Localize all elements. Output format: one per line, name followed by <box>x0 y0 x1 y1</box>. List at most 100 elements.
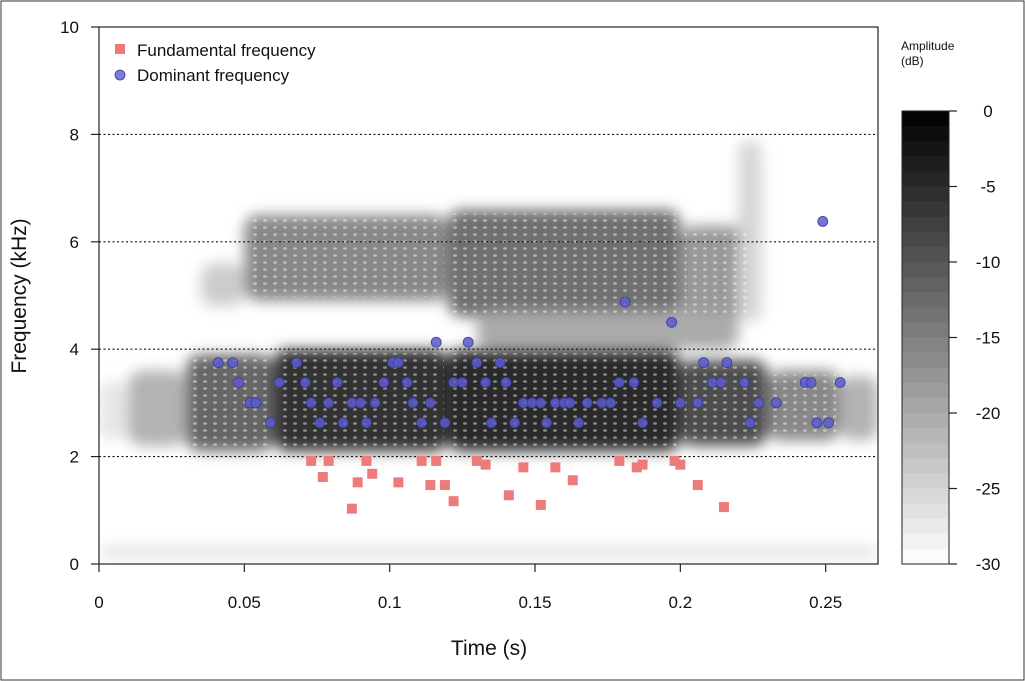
dominant-frequency-point <box>541 417 553 429</box>
spectrogram-band <box>200 263 245 307</box>
fundamental-frequency-point <box>535 499 546 510</box>
fundamental-frequency-point <box>480 459 491 470</box>
dominant-frequency-point <box>692 397 704 409</box>
colorbar-step <box>902 428 949 444</box>
dominant-frequency-point <box>305 397 317 409</box>
dominant-frequency-point <box>605 397 616 409</box>
colorbar-step <box>902 246 949 263</box>
fundamental-frequency-point <box>675 459 686 470</box>
dominant-frequency-point <box>337 417 349 429</box>
dominant-frequency-point <box>471 357 483 369</box>
colorbar-tick-label: -30 <box>976 555 1001 574</box>
dominant-frequency-point <box>212 357 224 369</box>
dominant-frequency-point <box>369 397 381 409</box>
plot-frame <box>98 26 879 565</box>
colorbar-step <box>902 503 949 520</box>
legend-marker-dominant <box>114 69 126 81</box>
colorbar-step <box>902 231 949 248</box>
spectrogram-band <box>99 545 878 559</box>
fundamental-frequency-point <box>567 475 578 486</box>
colorbar-step <box>902 292 949 308</box>
dominant-frequency-point <box>715 377 727 388</box>
colorbar-tick-label: 0 <box>983 102 992 121</box>
colorbar-step <box>902 201 949 218</box>
dominant-frequency-point <box>456 377 468 388</box>
dominant-frequency-point <box>273 377 285 388</box>
fundamental-frequency-point <box>692 480 703 491</box>
colorbar-title-line1: Amplitude <box>901 39 955 53</box>
dominant-frequency-point <box>430 336 442 348</box>
dominant-frequency-point <box>314 417 326 429</box>
spectrogram-band <box>128 370 187 446</box>
dominant-frequency-point <box>462 336 474 348</box>
legend-label-dominant: Dominant frequency <box>137 66 290 85</box>
dominant-frequency-point <box>361 417 372 429</box>
y-tick-label: 10 <box>60 18 79 37</box>
gridlines <box>99 133 878 458</box>
fundamental-frequency-point <box>631 462 642 473</box>
dominant-frequency-point <box>744 417 756 429</box>
fundamental-frequency-point <box>425 480 436 491</box>
colorbar-step <box>902 533 949 550</box>
dominant-frequency-point <box>753 397 765 409</box>
dominant-frequency-point <box>619 296 631 308</box>
dominant-frequency-point <box>564 397 576 409</box>
dominant-frequency-point <box>416 417 428 429</box>
fundamental-frequency-point <box>346 503 357 514</box>
x-tick-label: 0.1 <box>378 593 402 612</box>
dominant-frequency-point <box>265 417 276 429</box>
y-tick-label: 6 <box>70 233 79 252</box>
y-tick-label: 8 <box>70 125 79 144</box>
x-tick-label: 0.05 <box>228 593 261 612</box>
colorbar-step <box>902 322 949 339</box>
dominant-frequency-point <box>823 417 834 429</box>
fundamental-frequency-point <box>614 455 625 466</box>
fundamental-frequency-point <box>718 502 729 513</box>
dominant-frequency-point <box>770 397 782 409</box>
dominant-frequency-point <box>698 357 709 369</box>
spectrogram-band <box>840 376 878 441</box>
data-points <box>212 215 846 514</box>
dominant-frequency-point <box>721 357 733 369</box>
y-tick-label: 4 <box>70 340 79 359</box>
x-axis: 0 0.05 0.1 0.15 0.2 0.25 <box>94 564 842 612</box>
dominant-frequency-point <box>581 397 593 409</box>
fundamental-frequency-point <box>317 472 328 483</box>
y-axis-title: Frequency (kHz) <box>8 218 31 373</box>
colorbar-tick-label: -5 <box>980 178 995 197</box>
dominant-frequency-point <box>573 417 585 429</box>
spectrogram-texture <box>684 229 750 313</box>
dominant-frequency-point <box>738 377 750 388</box>
dominant-frequency-point <box>392 357 404 369</box>
dominant-frequency-point <box>250 397 262 409</box>
y-tick-label: 0 <box>70 555 79 574</box>
spectrogram-texture <box>248 218 444 297</box>
dominant-frequency-point <box>233 377 244 388</box>
colorbar: Amplitude (dB) 0 -5 -10 -15 -20 -25 -30 <box>901 39 1000 574</box>
dominant-frequency-point <box>651 397 663 409</box>
dominant-frequency-point <box>331 377 343 388</box>
colorbar-tick-label: -20 <box>976 404 1001 423</box>
dominant-frequency-point <box>666 316 678 328</box>
dominant-frequency-point <box>637 417 648 429</box>
fundamental-frequency-point <box>439 480 450 491</box>
dominant-frequency-point <box>509 417 521 429</box>
x-tick-label: 0.2 <box>669 593 693 612</box>
colorbar-step <box>902 473 949 490</box>
dominant-frequency-point <box>407 397 419 409</box>
y-axis: 0 2 4 6 8 10 <box>60 18 99 574</box>
colorbar-step <box>902 352 949 369</box>
dominant-frequency-point <box>291 357 303 369</box>
dominant-frequency-point <box>299 377 311 388</box>
fundamental-frequency-point <box>361 455 372 466</box>
x-tick-label: 0 <box>94 593 103 612</box>
dominant-frequency-point <box>811 417 823 429</box>
dominant-frequency-point <box>439 417 451 429</box>
colorbar-step <box>902 382 949 399</box>
colorbar-step <box>902 111 949 127</box>
colorbar-tick-label: -10 <box>976 253 1001 272</box>
fundamental-frequency-point <box>503 490 514 501</box>
dominant-frequency-point <box>355 397 367 409</box>
colorbar-step <box>902 216 949 233</box>
dominant-frequency-point <box>500 377 512 388</box>
